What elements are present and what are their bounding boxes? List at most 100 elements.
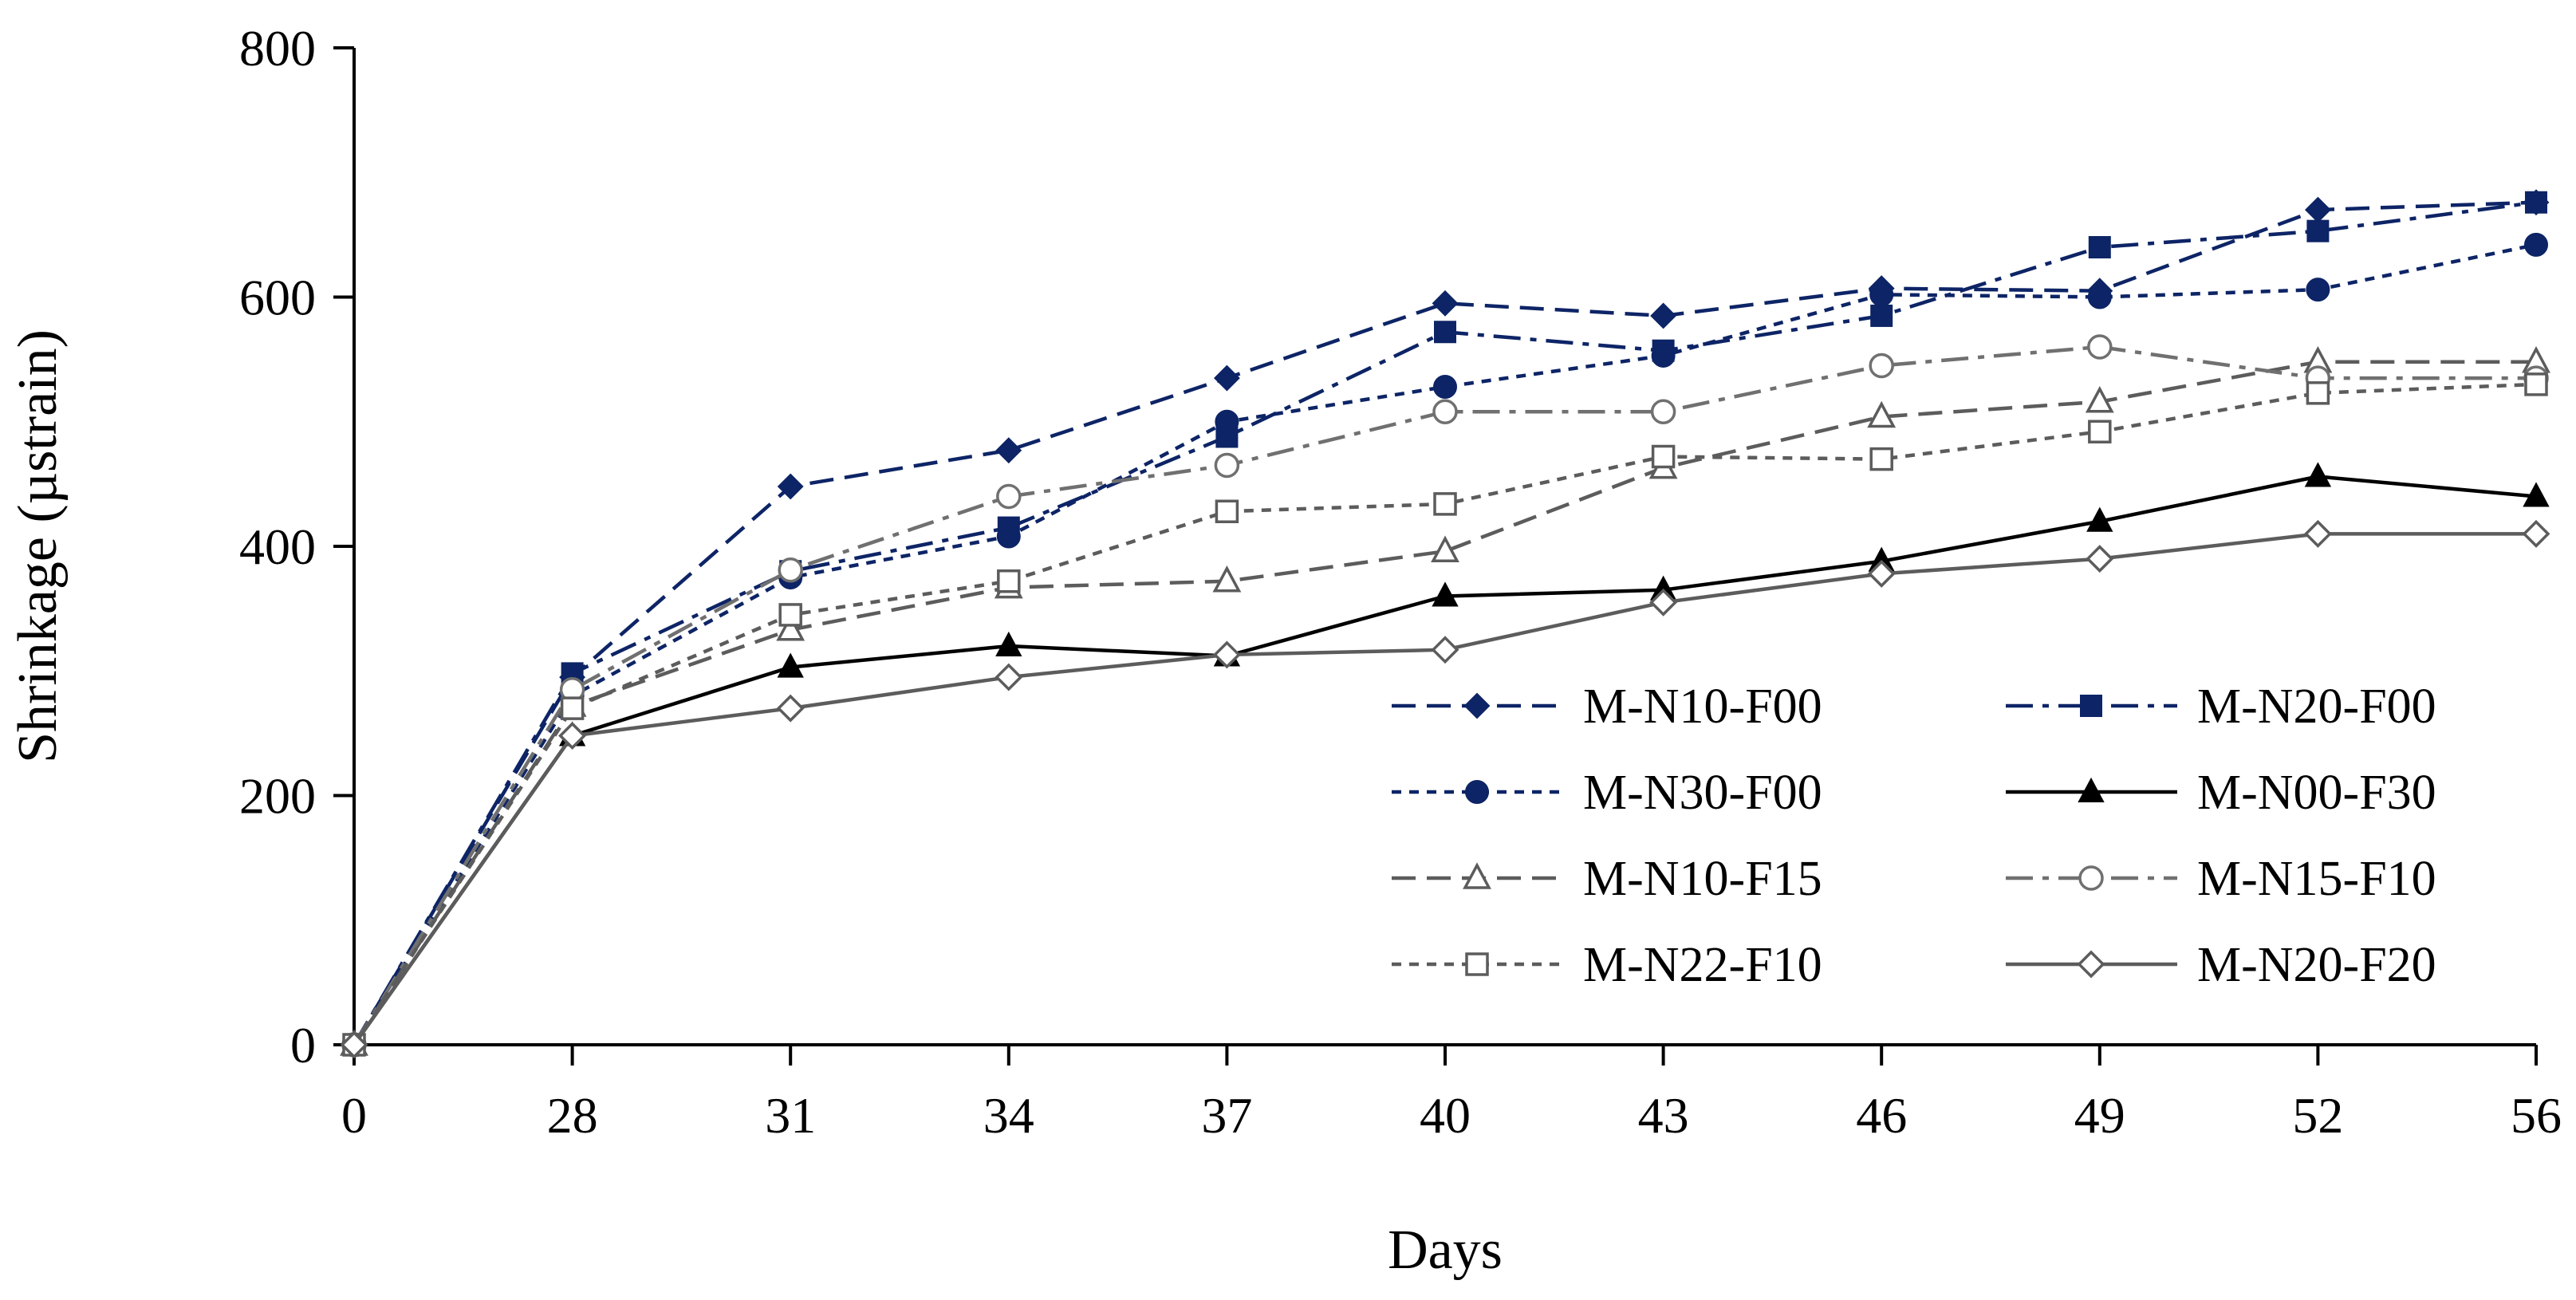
- legend-marker: [2078, 865, 2104, 891]
- data-point-m-n00-f30: [995, 631, 1022, 656]
- y-axis-title: Shrinkage (µstrain): [7, 329, 69, 763]
- data-point-m-n10-f00: [1650, 302, 1677, 329]
- data-point-m-n20-f00: [2306, 219, 2330, 242]
- data-point-m-n20-f00: [1434, 321, 1456, 344]
- data-point-m-n15-f10: [996, 483, 1022, 510]
- series-line-m-n10-f15: [353, 360, 2536, 1046]
- x-tick-label: 31: [765, 1087, 816, 1144]
- data-point-m-n30-f00: [2087, 285, 2112, 309]
- data-point-m-n22-f10: [2524, 372, 2548, 396]
- data-point-m-n20-f00: [1870, 304, 1893, 327]
- data-point-m-n20-f00: [2088, 236, 2111, 258]
- data-point-m-n10-f00: [1432, 290, 1459, 317]
- data-point-m-n15-f10: [1650, 399, 1676, 424]
- legend-marker: [2078, 777, 2105, 802]
- legend-label: M-N10-F15: [1583, 852, 1822, 906]
- data-point-m-n00-f30: [2304, 462, 2332, 487]
- data-point-m-n15-f10: [778, 557, 803, 583]
- data-point-m-n22-f10: [2088, 420, 2112, 443]
- x-axis-title: Days: [1388, 1219, 1503, 1281]
- series-layer: [340, 189, 2550, 1059]
- data-point-m-n30-f00: [1433, 375, 1457, 399]
- data-point-m-n00-f30: [777, 652, 804, 678]
- legend-label: M-N30-F00: [1583, 766, 1822, 820]
- legend-marker: [1463, 862, 1491, 889]
- data-point-m-n10-f15: [1431, 535, 1459, 562]
- legend-label: M-N10-F00: [1583, 680, 1822, 734]
- legend: M-N10-F00 M-N20-F00 M-N30-F00 M-N00-F30 M-N1…: [1392, 680, 2436, 992]
- data-point-m-n10-f15: [2085, 386, 2114, 413]
- x-ticks: 0 28 31 34 37 40 43 46 49 52 56: [341, 1045, 2562, 1144]
- data-point-m-n15-f10: [1869, 353, 1894, 379]
- legend-entry-m-n22-f10: M-N22-F10: [1392, 938, 1822, 992]
- legend-label: M-N22-F10: [1583, 938, 1822, 992]
- legend-label: M-N20-F00: [2197, 680, 2436, 734]
- x-tick-label: 46: [1856, 1087, 1907, 1144]
- data-point-m-n10-f15: [1212, 565, 1242, 593]
- data-point-m-n00-f30: [2086, 506, 2113, 532]
- data-point-m-n30-f00: [996, 524, 1021, 549]
- data-point-m-n22-f10: [560, 696, 585, 720]
- data-point-m-n10-f00: [2304, 196, 2331, 223]
- data-point-m-n20-f20: [2303, 519, 2332, 548]
- x-tick-label: 56: [2511, 1087, 2562, 1144]
- data-point-m-n20-f20: [340, 1030, 368, 1059]
- data-point-m-n10-f15: [776, 613, 805, 641]
- data-point-m-n22-f10: [1433, 492, 1457, 516]
- legend-entry-m-n10-f00: M-N10-F00: [1392, 680, 1822, 734]
- data-point-m-n20-f00: [2525, 191, 2547, 214]
- legend-entry-m-n15-f10: M-N15-F10: [2006, 852, 2436, 906]
- data-point-m-n15-f10: [1432, 399, 1458, 424]
- x-tick-label: 37: [1201, 1087, 1252, 1144]
- data-point-m-n10-f00: [777, 473, 804, 500]
- data-point-m-n20-f20: [995, 663, 1023, 691]
- data-point-m-n20-f20: [558, 722, 587, 750]
- legend-marker: [2077, 950, 2105, 979]
- data-point-m-n20-f20: [1867, 559, 1896, 588]
- data-point-m-n20-f20: [1431, 636, 1459, 664]
- x-tick-label: 52: [2292, 1087, 2343, 1144]
- data-point-m-n10-f00: [1213, 364, 1240, 392]
- data-point-m-n00-f30: [1432, 581, 1459, 607]
- series-m-n20-f00: [343, 191, 2547, 1056]
- legend-label: M-N15-F10: [2197, 852, 2436, 906]
- y-tick-label: 800: [239, 20, 316, 77]
- data-point-m-n22-f10: [1215, 499, 1239, 523]
- legend-marker: [2080, 695, 2102, 717]
- legend-entry-m-n20-f00: M-N20-F00: [2006, 680, 2436, 734]
- data-point-m-n30-f00: [2524, 232, 2548, 257]
- legend-marker: [1463, 692, 1491, 719]
- data-point-m-n22-f10: [2306, 381, 2330, 405]
- data-point-m-n10-f15: [1867, 400, 1897, 428]
- y-tick-label: 400: [239, 518, 316, 575]
- x-tick-label: 40: [1420, 1087, 1471, 1144]
- data-point-m-n00-f30: [2523, 482, 2550, 507]
- data-point-m-n20-f20: [776, 694, 805, 723]
- data-point-m-n30-f00: [1869, 282, 1894, 307]
- legend-entry-m-n00-f30: M-N00-F30: [2006, 766, 2436, 820]
- data-point-m-n10-f00: [995, 437, 1022, 464]
- legend-marker: [1465, 780, 1489, 804]
- x-tick-label: 0: [341, 1087, 367, 1144]
- legend-entry-m-n10-f15: M-N10-F15: [1392, 852, 1822, 906]
- legend-entry-m-n30-f00: M-N30-F00: [1392, 766, 1822, 820]
- series-m-n20-f20: [340, 519, 2550, 1059]
- data-point-m-n22-f10: [1651, 444, 1676, 469]
- x-tick-label: 49: [2074, 1087, 2125, 1144]
- data-point-m-n20-f20: [1649, 588, 1678, 617]
- data-point-m-n30-f00: [1651, 343, 1676, 368]
- legend-label: M-N20-F20: [2197, 938, 2436, 992]
- y-tick-label: 200: [239, 768, 316, 825]
- data-point-m-n22-f10: [997, 569, 1021, 593]
- x-tick-label: 34: [983, 1087, 1034, 1144]
- data-point-m-n15-f10: [2087, 334, 2113, 360]
- data-point-m-n22-f10: [778, 603, 802, 627]
- legend-entry-m-n20-f20: M-N20-F20: [2006, 938, 2436, 992]
- data-point-m-n20-f20: [2522, 519, 2550, 548]
- data-point-m-n22-f10: [1869, 447, 1893, 471]
- y-ticks: 0 200 400 600 800: [239, 20, 354, 1073]
- y-tick-label: 600: [239, 270, 316, 326]
- series-m-n10-f00: [341, 189, 2550, 1058]
- data-point-m-n30-f00: [2306, 278, 2330, 302]
